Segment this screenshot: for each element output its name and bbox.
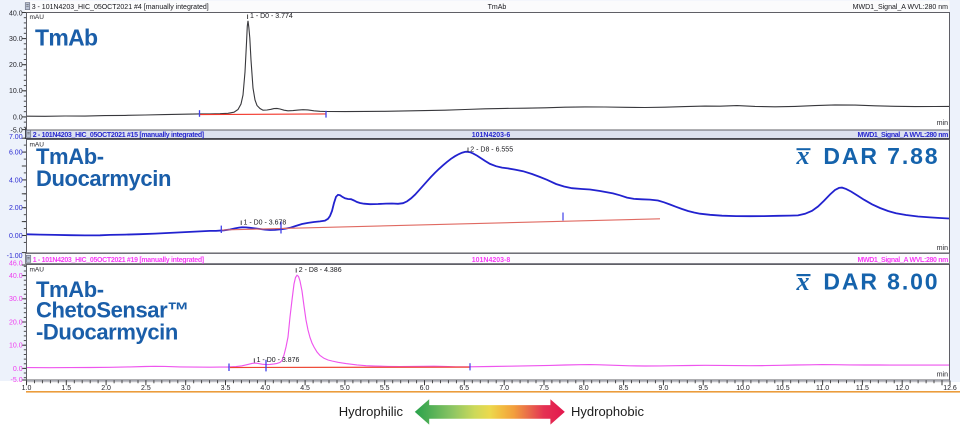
svg-text:0.0: 0.0 [13, 366, 23, 373]
svg-text:Duocarmycin: Duocarmycin [36, 166, 171, 191]
svg-text:20.0: 20.0 [9, 319, 23, 326]
svg-text:1 - 101N4203_HIC_05OCT2021 #19: 1 - 101N4203_HIC_05OCT2021 #19 [manually… [33, 257, 204, 264]
svg-text:10.0: 10.0 [9, 88, 23, 95]
svg-text:mAU: mAU [30, 266, 45, 273]
svg-text:7.00: 7.00 [9, 134, 23, 141]
svg-text:20.0: 20.0 [9, 62, 23, 69]
svg-text:x: x [796, 267, 810, 296]
svg-text:mAU: mAU [30, 14, 45, 21]
svg-text:-5.0: -5.0 [11, 377, 23, 384]
svg-text:Hydrophilic: Hydrophilic [339, 404, 404, 419]
svg-text:DAR 7.88: DAR 7.88 [823, 143, 939, 169]
svg-text:1 - D0 - 3.774: 1 - D0 - 3.774 [250, 13, 293, 20]
svg-text:min: min [937, 120, 948, 127]
svg-text:min: min [937, 372, 948, 379]
svg-text:2 - 101N4203_HIC_05OCT2021 #15: 2 - 101N4203_HIC_05OCT2021 #15 [manually… [33, 132, 204, 139]
svg-text:MWD1_Signal_A WVL:280 nm: MWD1_Signal_A WVL:280 nm [857, 132, 948, 139]
svg-text:2 - D8 - 4.386: 2 - D8 - 4.386 [299, 267, 342, 274]
svg-text:30.0: 30.0 [9, 296, 23, 303]
svg-text:2.00: 2.00 [9, 205, 23, 212]
svg-text:6.00: 6.00 [9, 150, 23, 157]
svg-text:min: min [937, 245, 948, 252]
svg-text:TmAb: TmAb [488, 4, 507, 11]
svg-text:40.0: 40.0 [9, 11, 23, 18]
svg-text:40.0: 40.0 [9, 273, 23, 280]
svg-text:10.0: 10.0 [9, 343, 23, 350]
svg-text:101N4203-6: 101N4203-6 [472, 132, 511, 139]
svg-text:46.0: 46.0 [9, 261, 23, 268]
svg-text:0.0: 0.0 [13, 114, 23, 121]
svg-text:3 - 101N4203_HIC_05OCT2021 #4: 3 - 101N4203_HIC_05OCT2021 #4 [manually … [32, 4, 209, 11]
svg-text:-1.00: -1.00 [7, 253, 23, 260]
svg-text:TmAb: TmAb [35, 24, 98, 50]
svg-text:MWD1_Signal_A WVL:280 nm: MWD1_Signal_A WVL:280 nm [857, 257, 948, 264]
svg-text:MWD1_Signal_A WVL:280 nm: MWD1_Signal_A WVL:280 nm [853, 4, 948, 11]
svg-text:-Duocarmycin: -Duocarmycin [36, 320, 178, 345]
svg-text:30.0: 30.0 [9, 36, 23, 43]
svg-text:1 - D0 - 3.678: 1 - D0 - 3.678 [244, 219, 287, 226]
svg-text:Hydrophobic: Hydrophobic [571, 404, 644, 419]
svg-text:2 - D8 - 6.555: 2 - D8 - 6.555 [470, 146, 513, 153]
svg-text:101N4203-8: 101N4203-8 [472, 257, 511, 264]
svg-text:4.00: 4.00 [9, 177, 23, 184]
svg-text:0.00: 0.00 [9, 233, 23, 240]
svg-text:DAR 8.00: DAR 8.00 [823, 269, 939, 295]
svg-text:x: x [796, 141, 810, 170]
svg-text:1 - D0 - 3.876: 1 - D0 - 3.876 [257, 357, 300, 364]
